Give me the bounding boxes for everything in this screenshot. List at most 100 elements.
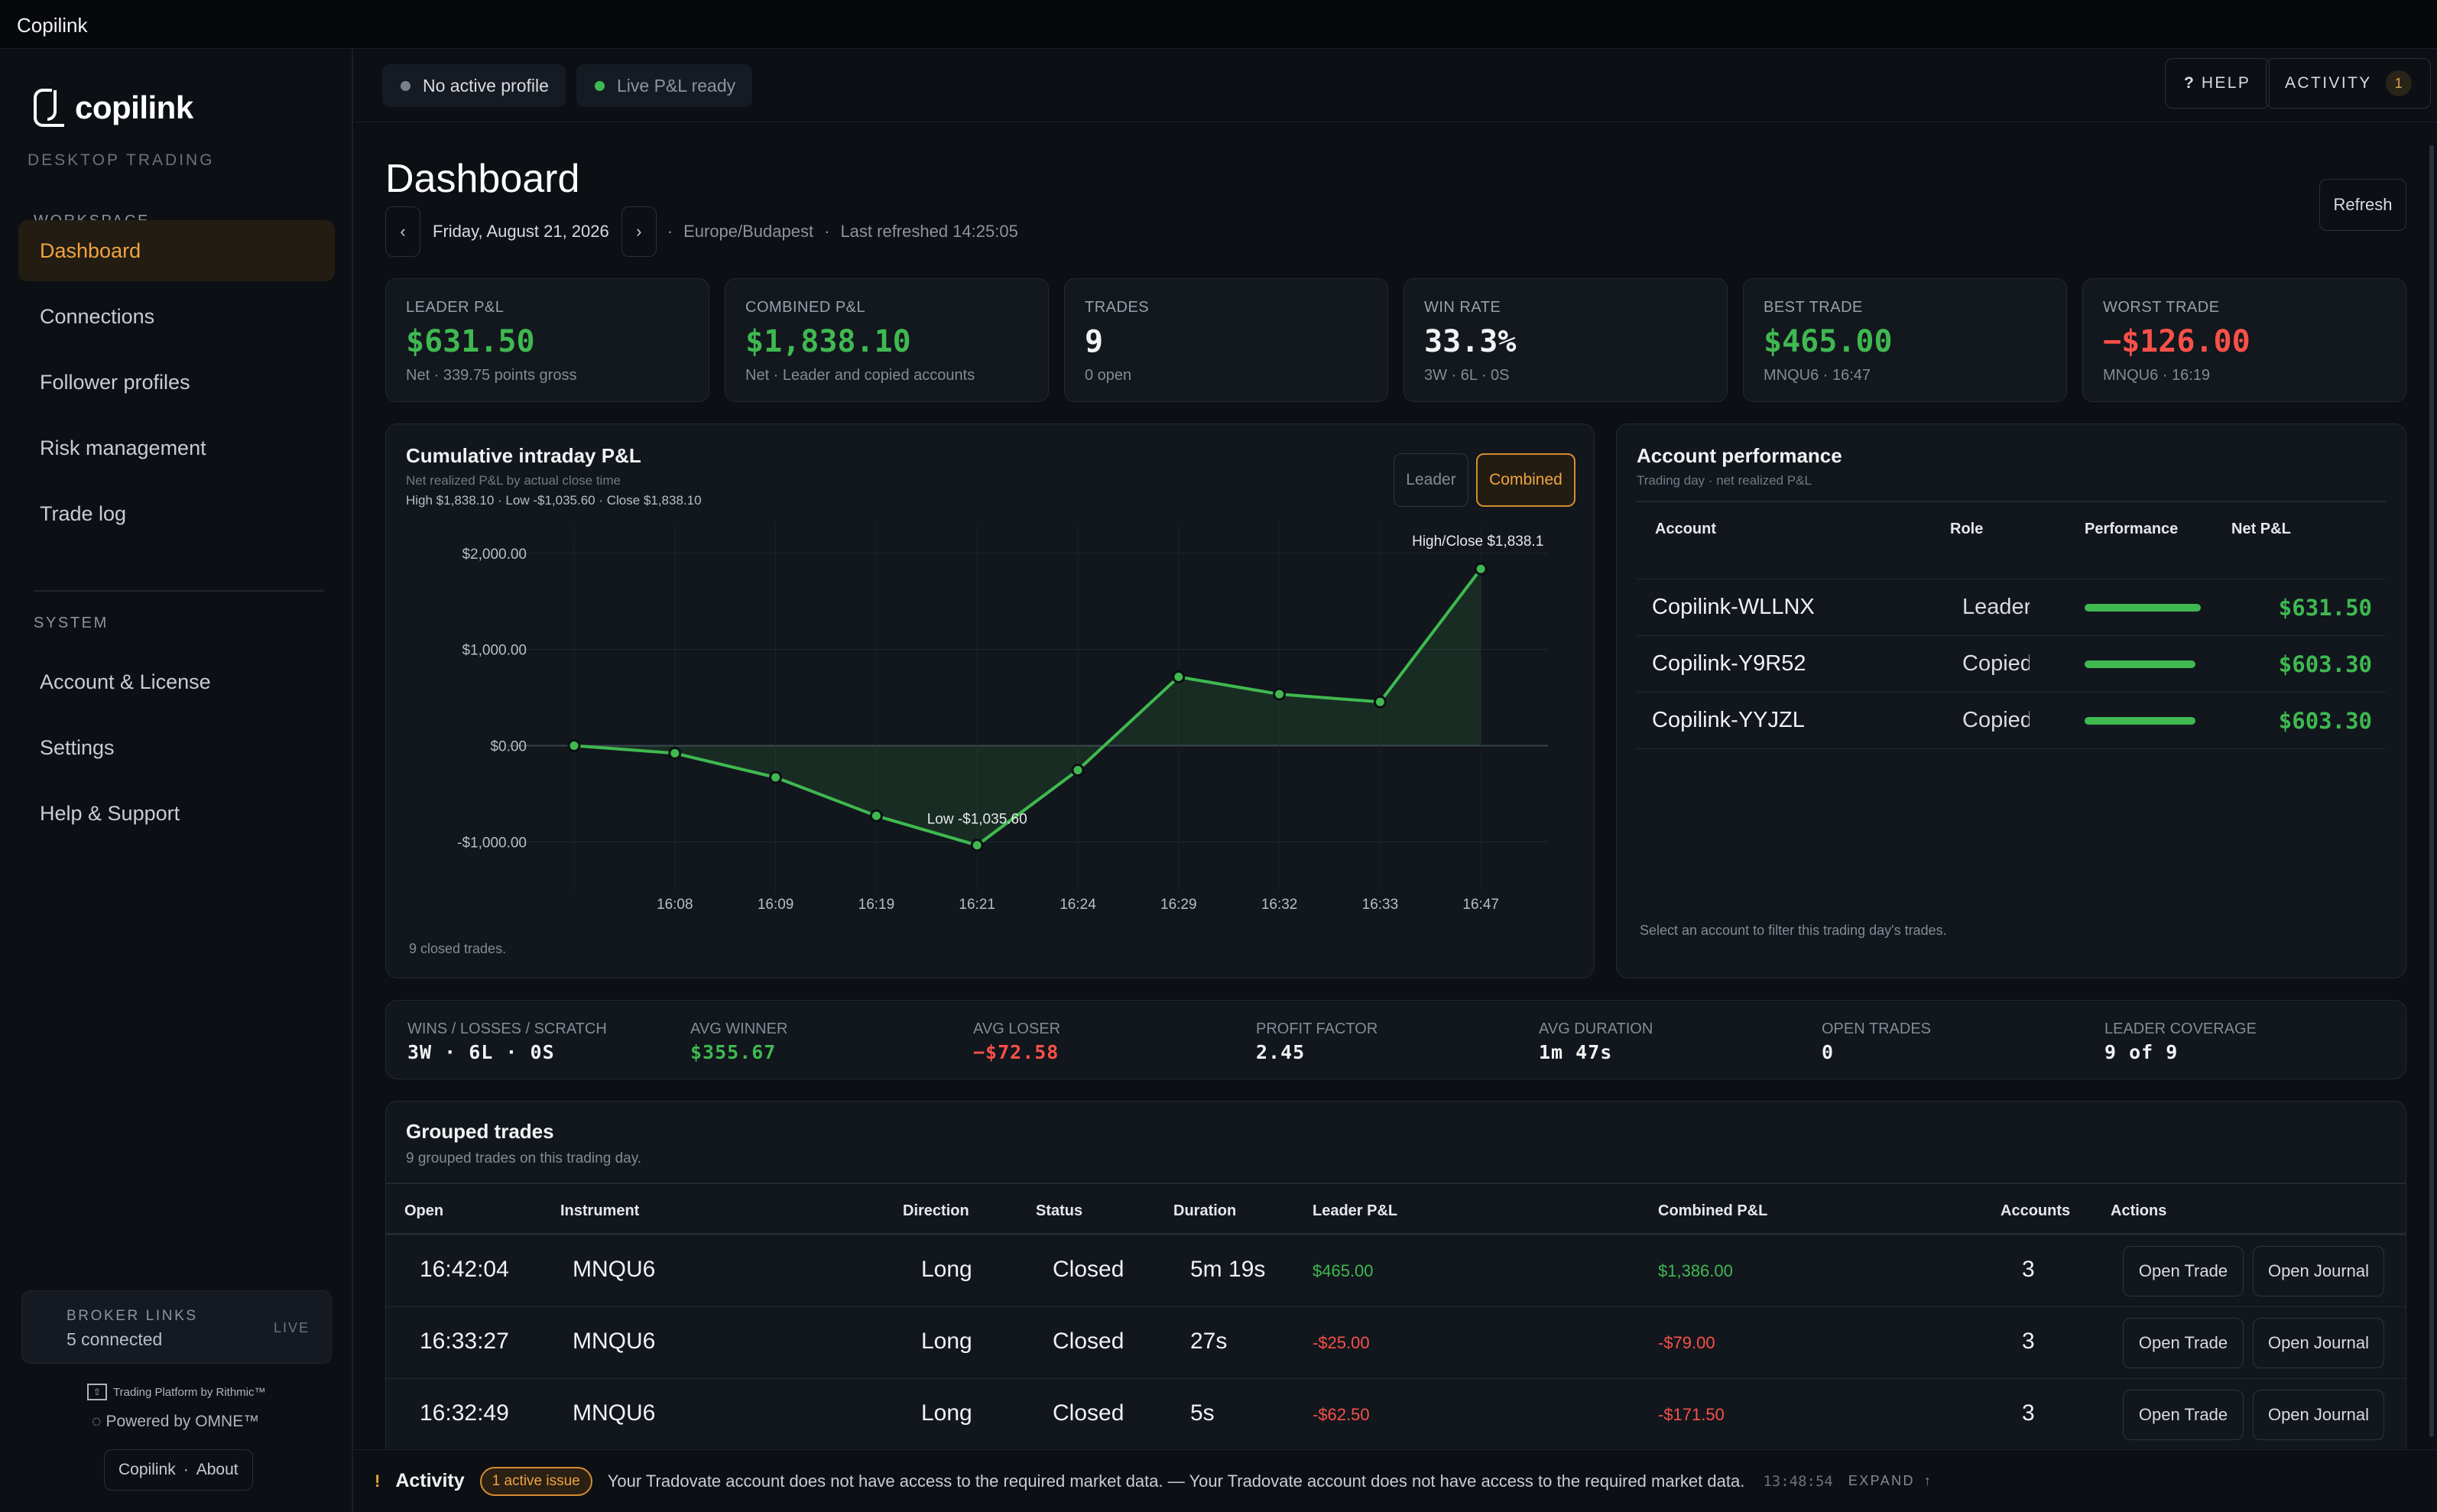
stat-label: WINS / LOSSES / SCRATCH xyxy=(407,1020,607,1037)
trade-instrument: MNQU6 xyxy=(573,1400,656,1426)
date-separator: · xyxy=(824,222,830,241)
last-refreshed: Last refreshed 14:25:05 xyxy=(840,222,1018,241)
stat-value: 9 of 9 xyxy=(2104,1041,2179,1063)
col-leader-p-l: Leader P&L xyxy=(1313,1202,1398,1219)
broker-links-title: BROKER LINKS xyxy=(67,1308,198,1324)
trade-duration: 5s xyxy=(1190,1400,1215,1426)
account-row[interactable]: Copilink-Y9R52 Copied $603.30 xyxy=(1637,635,2386,692)
sidebar-divider xyxy=(34,590,324,592)
trade-row[interactable]: 16:42:04 MNQU6 Long Closed 5m 19s $465.00 $1,3… xyxy=(386,1235,2406,1306)
help-button[interactable]: ? HELP xyxy=(2165,58,2270,109)
chevron-right-icon: › xyxy=(636,222,642,241)
next-day-button[interactable]: › xyxy=(621,206,657,257)
kpi-value: 33.3% xyxy=(1424,324,1517,359)
account-name: Copilink-Y9R52 xyxy=(1652,651,1806,676)
activity-count-badge: 1 xyxy=(2385,70,2412,96)
open-trade-button[interactable]: Open Trade xyxy=(2123,1246,2244,1296)
trade-status: Closed xyxy=(1053,1257,1124,1282)
account-net-pnl: $603.30 xyxy=(2278,651,2372,677)
data-point xyxy=(869,809,883,823)
activity-button[interactable]: ACTIVITY 1 xyxy=(2266,58,2431,109)
data-point xyxy=(1373,695,1387,709)
main-scrollbar[interactable] xyxy=(2429,145,2434,1437)
performance-bar xyxy=(2085,604,2201,612)
omne-text: Powered by OMNE™ xyxy=(105,1413,260,1430)
trade-row[interactable]: 16:33:27 MNQU6 Long Closed 27s -$25.00 -$79.00… xyxy=(386,1306,2406,1378)
activity-bar[interactable]: ! Activity 1 active issue Your Tradovate… xyxy=(355,1449,2437,1512)
stat-item: AVG DURATION 1m 47s xyxy=(1539,1020,1653,1063)
chart-footer: 9 closed trades. xyxy=(409,941,507,956)
stat-label: PROFIT FACTOR xyxy=(1256,1020,1378,1037)
stat-item: OPEN TRADES 0 xyxy=(1822,1020,1931,1063)
sidebar-item-connections[interactable]: Connections xyxy=(18,286,335,347)
sidebar-item-label: Account & License xyxy=(40,670,211,693)
sidebar-item-help-support[interactable]: Help & Support xyxy=(18,783,335,844)
kpi-value: $465.00 xyxy=(1764,324,1893,359)
kpi-card: TRADES 9 0 open xyxy=(1064,278,1388,402)
account-net-pnl: $603.30 xyxy=(2278,708,2372,734)
open-trade-button[interactable]: Open Trade xyxy=(2123,1390,2244,1440)
sidebar-item-settings[interactable]: Settings xyxy=(18,717,335,778)
help-label: HELP xyxy=(2201,74,2251,92)
expand-button[interactable]: EXPAND xyxy=(1848,1473,1915,1488)
trade-direction: Long xyxy=(921,1257,972,1282)
stats-strip: WINS / LOSSES / SCRATCH 3W · 6L · 0S AVG W… xyxy=(385,1000,2406,1079)
trade-leader-pnl: $465.00 xyxy=(1313,1261,1374,1280)
profile-status-pill[interactable]: No active profile xyxy=(382,64,566,107)
grouped-subtitle: 9 grouped trades on this trading day. xyxy=(406,1150,642,1166)
account-row[interactable]: Copilink-YYJZL Copied $603.30 xyxy=(1637,692,2386,748)
sidebar-item-label: Settings xyxy=(40,735,115,759)
sidebar-item-follower-profiles[interactable]: Follower profiles xyxy=(18,352,335,413)
kpi-card: COMBINED P&L $1,838.10 Net · Leader and co… xyxy=(725,278,1049,402)
trade-duration: 5m 19s xyxy=(1190,1257,1266,1282)
broker-links-count: 5 connected xyxy=(67,1329,163,1349)
col-status: Status xyxy=(1036,1202,1083,1219)
prev-day-button[interactable]: ‹ xyxy=(385,206,420,257)
col-open: Open xyxy=(404,1202,444,1219)
trade-accounts: 3 xyxy=(2022,1400,2035,1426)
kpi-subtext: MNQU6 · 16:47 xyxy=(1764,367,1871,384)
open-trade-button[interactable]: Open Trade xyxy=(2123,1318,2244,1368)
chevron-left-icon: ‹ xyxy=(400,222,406,241)
open-journal-button[interactable]: Open Journal xyxy=(2253,1246,2384,1296)
arrow-up-icon[interactable]: ↑ xyxy=(1923,1473,1931,1488)
toggle-leader[interactable]: Leader xyxy=(1394,453,1468,507)
y-tick-label: $2,000.00 xyxy=(462,547,527,563)
activity-label: ACTIVITY xyxy=(2285,74,2372,92)
account-row[interactable]: Copilink-WLLNX Leader $631.50 xyxy=(1637,579,2386,635)
omne-badge: ◌ Powered by OMNE™ xyxy=(92,1413,259,1431)
sidebar-item-risk-management[interactable]: Risk management xyxy=(18,417,335,479)
x-tick-label: 16:32 xyxy=(1261,897,1298,913)
stat-value: 1m 47s xyxy=(1539,1041,1613,1063)
stat-value: −$72.58 xyxy=(973,1041,1059,1063)
cumulative-pnl-card: Cumulative intraday P&L Net realized P&L… xyxy=(385,423,1595,978)
series-line xyxy=(573,568,1482,847)
account-performance-card: Account performance Trading day · net re… xyxy=(1616,423,2406,978)
open-journal-button[interactable]: Open Journal xyxy=(2253,1318,2384,1368)
performance-bar xyxy=(2085,660,2195,668)
col-actions: Actions xyxy=(2111,1202,2167,1219)
active-issue-badge: 1 active issue xyxy=(479,1466,592,1496)
stat-value: $355.67 xyxy=(690,1041,777,1063)
about-button[interactable]: Copilink · About xyxy=(104,1449,253,1491)
sidebar: copilink DESKTOP TRADING WORKSPACE Dashb… xyxy=(0,49,353,1512)
toggle-combined[interactable]: Combined xyxy=(1476,453,1575,507)
sidebar-item-trade-log[interactable]: Trade log xyxy=(18,483,335,544)
account-card-title: Account performance xyxy=(1637,444,1842,467)
sidebar-item-dashboard[interactable]: Dashboard xyxy=(18,220,335,281)
trade-row[interactable]: 16:32:49 MNQU6 Long Closed 5s -$62.50 -$171.50… xyxy=(386,1378,2406,1450)
activity-bar-label: Activity xyxy=(395,1470,465,1491)
open-journal-button[interactable]: Open Journal xyxy=(2253,1390,2384,1440)
refresh-button[interactable]: Refresh xyxy=(2319,179,2406,231)
stat-value: 3W · 6L · 0S xyxy=(407,1041,555,1063)
stat-item: WINS / LOSSES / SCRATCH 3W · 6L · 0S xyxy=(407,1020,607,1063)
about-label: About xyxy=(196,1461,239,1478)
broker-links-card[interactable]: BROKER LINKS 5 connected LIVE xyxy=(21,1290,332,1364)
pnl-chart: $2,000.00 $1,000.00 $0.00 -$1,000.00 16:08 16… xyxy=(457,524,1548,913)
main-content: No active profile Live P&L ready ? HELP A… xyxy=(355,49,2437,1512)
stat-item: PROFIT FACTOR 2.45 xyxy=(1256,1020,1378,1063)
kpi-subtext: 0 open xyxy=(1085,367,1132,384)
kpi-label: BEST TRADE xyxy=(1764,299,1863,316)
rithmic-logo-icon: ⇧ xyxy=(87,1384,107,1400)
sidebar-item-account-license[interactable]: Account & License xyxy=(18,651,335,712)
